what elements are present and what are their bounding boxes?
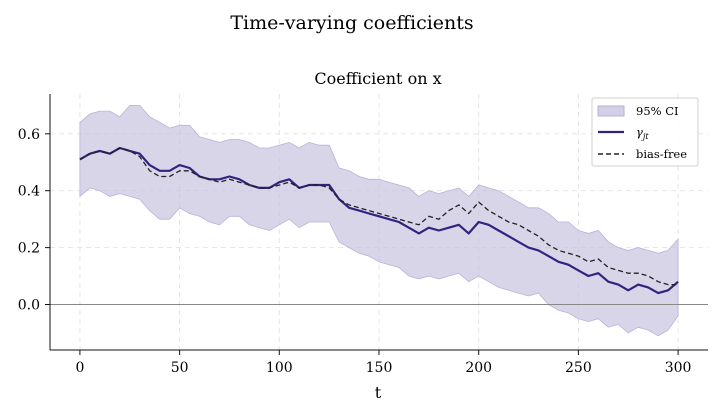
axes-title: Coefficient on x bbox=[314, 69, 441, 88]
gamma-series-line bbox=[79, 146, 679, 295]
x-tick-label-1: 50 bbox=[171, 360, 189, 376]
y-tick-label-0: 0.0 bbox=[18, 297, 40, 313]
x-ticks: 0 50 100 150 200 250 300 bbox=[75, 350, 691, 376]
x-tick-label-3: 150 bbox=[366, 360, 393, 376]
y-tick-label-1: 0.2 bbox=[18, 241, 40, 257]
y-tick-label-3: 0.6 bbox=[18, 127, 40, 143]
x-tick-label-5: 250 bbox=[565, 360, 592, 376]
x-tick-label-4: 200 bbox=[465, 360, 492, 376]
series-lines bbox=[79, 146, 679, 295]
y-tick-label-2: 0.4 bbox=[18, 184, 40, 200]
confidence-band bbox=[79, 105, 679, 337]
x-tick-label-2: 100 bbox=[266, 360, 293, 376]
y-ticks: 0.0 0.2 0.4 0.6 bbox=[18, 127, 50, 313]
figure-suptitle: Time-varying coefficients bbox=[230, 12, 473, 34]
x-tick-label-6: 300 bbox=[665, 360, 692, 376]
x-tick-label-0: 0 bbox=[75, 360, 84, 376]
ci-band-area bbox=[79, 105, 679, 337]
x-axis-label: t bbox=[375, 383, 382, 402]
legend-label-ci: 95% CI bbox=[636, 104, 679, 118]
legend-swatch-ci bbox=[597, 105, 625, 117]
legend: 95% CI γjt bias-free bbox=[591, 97, 699, 167]
bias-free-series-line bbox=[79, 147, 679, 286]
legend-label-biasfree: bias-free bbox=[636, 147, 687, 161]
